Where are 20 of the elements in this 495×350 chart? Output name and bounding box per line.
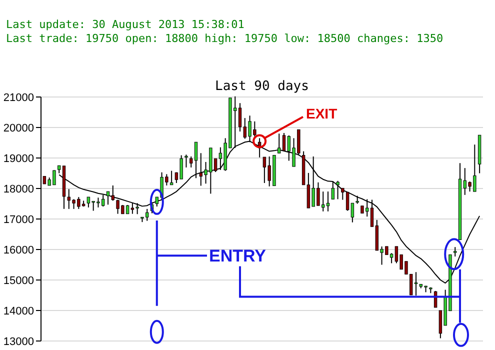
y-tick-label: 18000 xyxy=(3,183,34,196)
y-tick-label: 14000 xyxy=(3,305,34,318)
y-tick-label: 15000 xyxy=(3,274,34,287)
y-tick-label: 20000 xyxy=(3,122,34,134)
y-tick-label: 16000 xyxy=(3,244,34,256)
y-tick-label: 19000 xyxy=(3,152,34,165)
candlestick xyxy=(170,170,174,186)
y-tick-label: 17000 xyxy=(3,214,34,226)
candlestick xyxy=(184,154,188,168)
annotation: ENTRY xyxy=(209,246,267,266)
candlestick xyxy=(350,202,354,223)
y-tick-label: 21000 xyxy=(3,92,34,104)
candlestick xyxy=(454,246,457,258)
y-tick-label: 13000 xyxy=(3,336,34,348)
candlestick xyxy=(336,180,340,200)
chart-title: Last 90 days xyxy=(215,79,309,94)
candlestick xyxy=(331,180,334,200)
annotation: EXIT xyxy=(306,105,338,122)
text: Last trade: 19750 open: 18800 high: 19750 low: 18500 changes: 1350 xyxy=(6,32,444,45)
text: Last update: 30 August 2013 15:38:01 xyxy=(6,18,244,31)
